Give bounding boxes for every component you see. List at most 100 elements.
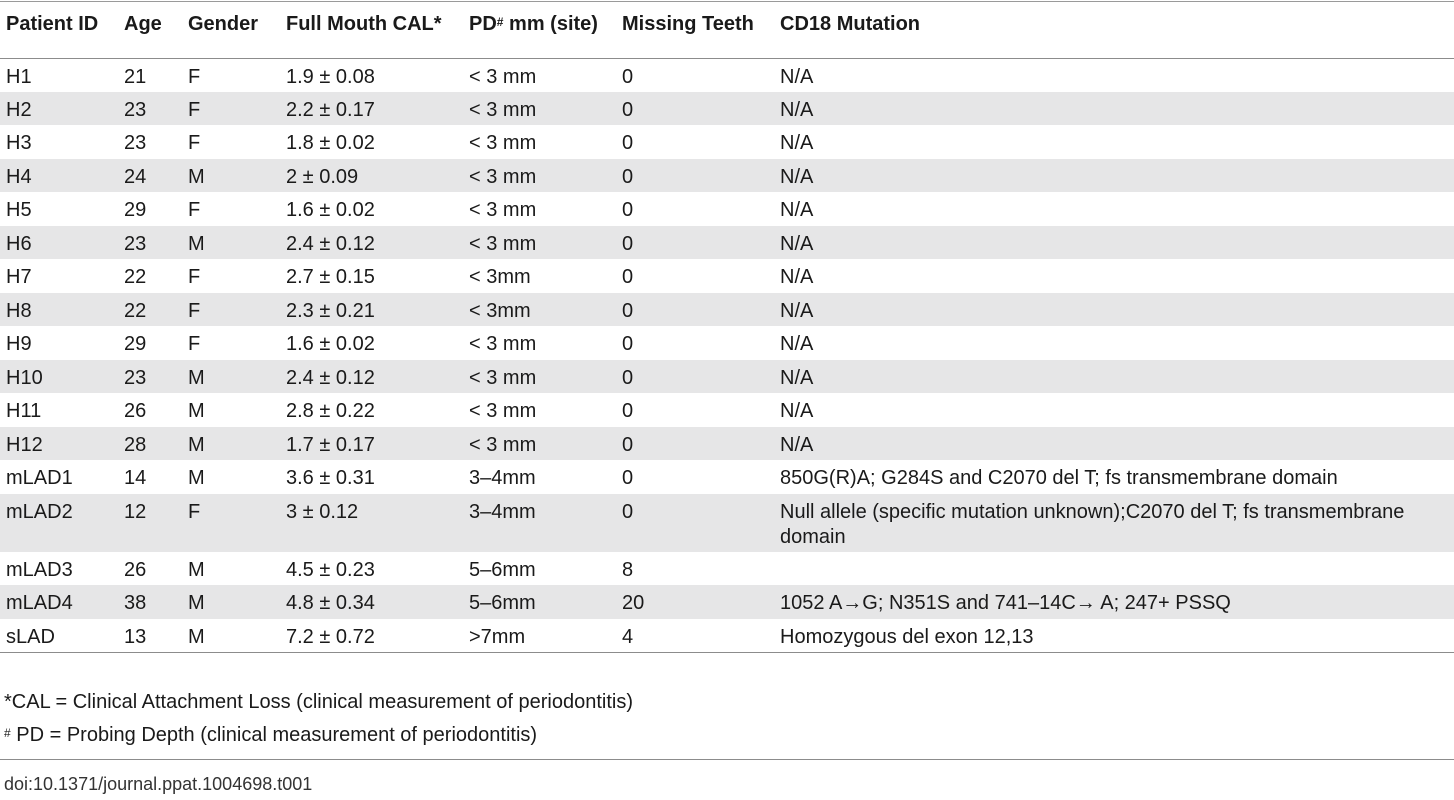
footnote-pd-text: PD = Probing Depth (clinical measurement… [10,724,538,746]
cell-cal: 2 ± 0.09 [280,158,463,192]
cell-pd: < 3 mm [469,65,537,88]
cell-cal: 1.7 ± 0.17 [280,426,463,460]
cell-cal: 3 ± 0.12 [280,493,463,552]
cell-cd18-mutation: N/A [780,199,814,221]
cell-missing-teeth: 0 [616,426,774,460]
doi-label: doi:10.1371/journal.ppat.1004698.t001 [4,774,313,794]
cell-missing-teeth: 0 [622,199,634,221]
cell-gender: M [182,225,280,259]
cell-pd: < 3 mm [469,199,537,221]
header-pd-label: PD [469,13,497,35]
header-pd: PD# mm (site) [463,3,616,59]
cell-pd: < 3 mm [463,158,616,192]
cell-patient-id: H11 [6,400,42,422]
cell-cd18-mutation: Homozygous del exon 12,13 [774,618,1454,653]
cell-pd: >7mm [463,618,616,653]
cell-pd: < 3 mm [469,333,537,355]
cell-gender: F [182,292,280,326]
table-row: H10 23 M 2.4 ± 0.12 < 3 mm 0 N/A [0,359,1454,393]
cell-patient-id: H4 [0,158,118,192]
footnotes: *CAL = Clinical Attachment Loss (clinica… [4,690,633,756]
table-header: Patient ID Age Gender Full Mouth CAL* PD… [0,3,1454,59]
cell-cal: 1.6 ± 0.02 [286,333,375,355]
cell-pd: < 3 mm [469,400,537,422]
cell-age: 29 [124,333,147,355]
cell-patient-id: H9 [6,333,32,355]
cell-pd: < 3 mm [469,132,537,154]
cell-missing-teeth: 0 [616,225,774,259]
cell-age: 21 [124,65,147,88]
cell-cal: 3.6 ± 0.31 [286,467,375,489]
header-missing-teeth: Missing Teeth [616,3,774,59]
cell-cd18-mutation: N/A [780,400,814,422]
cell-age: 12 [118,493,182,552]
cell-cd18-mutation: N/A [780,266,814,288]
cell-missing-teeth: 0 [616,359,774,393]
cell-age: 22 [124,266,147,288]
cell-age: 26 [124,400,147,422]
cell-pd: < 3 mm [463,359,616,393]
cell-cal: 4.8 ± 0.34 [280,585,463,619]
cell-gender: M [188,400,205,422]
cell-age: 28 [118,426,182,460]
table-row: mLAD3 26 M 4.5 ± 0.23 5–6mm 8 [0,552,1454,586]
cell-pd: < 3 mm [463,91,616,125]
cell-cal: 2.4 ± 0.12 [280,225,463,259]
cell-cd18-mutation: N/A [780,333,814,355]
cell-cd18-mutation: 850G(R)A; G284S and C2070 del T; fs tran… [780,467,1338,489]
header-row: Patient ID Age Gender Full Mouth CAL* PD… [0,3,1454,59]
cell-gender: F [182,493,280,552]
header-pd-mark: # [496,15,504,29]
cell-age: 23 [118,91,182,125]
table-row: H5 29 F 1.6 ± 0.02 < 3 mm 0 N/A [0,192,1454,226]
cell-cd18-mutation: N/A [780,65,814,88]
cell-pd: 3–4mm [463,493,616,552]
cell-missing-teeth: 0 [622,333,634,355]
cell-age: 23 [124,132,147,154]
cell-cd18-mutation: N/A [774,225,1454,259]
cell-age: 29 [124,199,147,221]
cell-patient-id: H6 [0,225,118,259]
cell-patient-id: mLAD3 [6,558,73,581]
table-row: H3 23 F 1.8 ± 0.02 < 3 mm 0 N/A [0,125,1454,159]
cell-gender: F [188,199,201,221]
cell-gender: M [182,618,280,653]
table-row: H8 22 F 2.3 ± 0.21 < 3mm 0 N/A [0,292,1454,326]
footnote-pd-mark: # [4,726,11,740]
cell-gender: M [182,359,280,393]
cell-patient-id: H5 [6,199,32,221]
cell-missing-teeth: 0 [616,493,774,552]
table-row: H2 23 F 2.2 ± 0.17 < 3 mm 0 N/A [0,91,1454,125]
cell-cd18-mutation [774,552,1454,586]
cell-gender: M [182,585,280,619]
cell-gender: F [188,132,201,154]
table-row: H7 22 F 2.7 ± 0.15 < 3mm 0 N/A [0,259,1454,293]
cell-missing-teeth: 0 [622,467,634,489]
cell-age: 13 [118,618,182,653]
cell-cal: 2.8 ± 0.22 [286,400,375,422]
cell-gender: M [182,426,280,460]
cell-pd: 5–6mm [469,558,536,581]
header-cal: Full Mouth CAL* [280,3,463,59]
cell-patient-id: H7 [6,266,32,288]
cell-cal: 2.2 ± 0.17 [280,91,463,125]
cell-gender: F [188,65,201,88]
cell-missing-teeth: 0 [622,400,634,422]
cell-cd18-mutation: N/A [774,292,1454,326]
cell-patient-id: H10 [0,359,118,393]
header-pd-rest: mm (site) [503,13,598,35]
cell-cal: 1.8 ± 0.02 [286,132,375,154]
cell-cd18-mutation: N/A [774,426,1454,460]
cell-missing-teeth: 4 [616,618,774,653]
cell-pd: 5–6mm [463,585,616,619]
table-row: H6 23 M 2.4 ± 0.12 < 3 mm 0 N/A [0,225,1454,259]
cell-patient-id: H3 [6,132,32,154]
cell-pd: < 3 mm [463,225,616,259]
cell-cd18-mutation: 1052 A→G; N351S and 741–14C→ A; 247+ PSS… [774,585,1454,619]
cell-patient-id: H2 [0,91,118,125]
cell-missing-teeth: 0 [616,292,774,326]
cell-cd18-mutation: N/A [774,359,1454,393]
cell-cal: 1.9 ± 0.08 [286,65,375,88]
cell-missing-teeth: 20 [616,585,774,619]
